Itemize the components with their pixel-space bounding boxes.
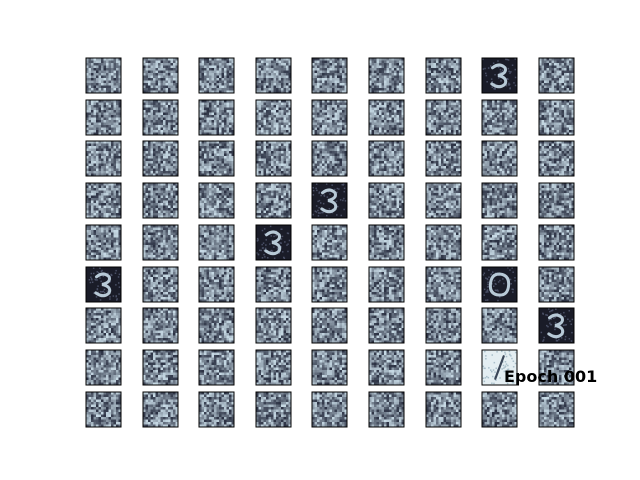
sample-cell: [425, 391, 462, 428]
sample-cell: [311, 182, 348, 219]
sample-cell: [142, 349, 179, 386]
sample-cell: [85, 99, 122, 136]
sample-cell: [142, 57, 179, 94]
sample-cell: [425, 349, 462, 386]
sample-cell: [198, 224, 235, 261]
sample-cell: [311, 99, 348, 136]
sample-cell: [198, 57, 235, 94]
sample-cell: [538, 57, 575, 94]
sample-cell: [538, 349, 575, 386]
sample-cell: [368, 99, 405, 136]
digit-stroke: [264, 230, 282, 256]
sample-cell: [311, 57, 348, 94]
sample-cell: [425, 224, 462, 261]
sample-cell: [481, 349, 518, 386]
sample-cell: [368, 307, 405, 344]
sample-cell: [198, 391, 235, 428]
sample-cell: [255, 99, 292, 136]
digit-stroke: [490, 63, 508, 89]
sample-cell: [425, 182, 462, 219]
sample-cell: [311, 307, 348, 344]
sample-cell: [85, 57, 122, 94]
digit-stroke: [488, 272, 511, 297]
epoch-label: Epoch 001: [504, 367, 598, 386]
sample-cell: [481, 140, 518, 177]
sample-cell: [255, 140, 292, 177]
sample-cell: [255, 266, 292, 303]
sample-cell: [368, 349, 405, 386]
sample-cell: [481, 57, 518, 94]
digit-stroke: [494, 355, 505, 380]
sample-cell: [481, 182, 518, 219]
sample-cell: [255, 182, 292, 219]
sample-cell: [368, 224, 405, 261]
sample-cell: [538, 266, 575, 303]
digit-stroke: [320, 188, 338, 214]
sample-cell: [142, 224, 179, 261]
sample-cell: [425, 57, 462, 94]
sample-cell: [425, 307, 462, 344]
sample-cell: [85, 307, 122, 344]
sample-cell: [255, 391, 292, 428]
sample-cell: [368, 140, 405, 177]
sample-cell: [255, 57, 292, 94]
sample-cell: [198, 266, 235, 303]
sample-cell: [311, 266, 348, 303]
sample-cell: [142, 99, 179, 136]
sample-cell: [142, 140, 179, 177]
sample-cell: [142, 307, 179, 344]
digit-stroke: [547, 313, 565, 339]
sample-cell: [538, 224, 575, 261]
sample-cell: [481, 224, 518, 261]
sample-cell: [198, 349, 235, 386]
sample-cell: [85, 140, 122, 177]
sample-cell: [538, 182, 575, 219]
sample-cell: [425, 99, 462, 136]
sample-cell: [255, 307, 292, 344]
sample-cell: [85, 182, 122, 219]
sample-cell: [311, 224, 348, 261]
sample-cell: [85, 266, 122, 303]
sample-cell: [538, 99, 575, 136]
sample-cell: [311, 140, 348, 177]
sample-cell: [481, 391, 518, 428]
sample-cell: [198, 182, 235, 219]
sample-cell: [311, 349, 348, 386]
sample-cell: [311, 391, 348, 428]
sample-cell: [538, 140, 575, 177]
sample-cell: [198, 140, 235, 177]
sample-cell: [255, 224, 292, 261]
sample-cell: [85, 391, 122, 428]
sample-cell: [425, 140, 462, 177]
sample-cell: [481, 99, 518, 136]
sample-cell: [368, 391, 405, 428]
sample-cell: [538, 391, 575, 428]
sample-cell: [481, 307, 518, 344]
sample-cell: [142, 182, 179, 219]
sample-cell: [142, 266, 179, 303]
sample-cell: [481, 266, 518, 303]
sample-cell: [142, 391, 179, 428]
sample-cell: [425, 266, 462, 303]
sample-cell: [85, 349, 122, 386]
digit-stroke: [94, 272, 112, 298]
sample-cell: [255, 349, 292, 386]
sample-cell: [538, 307, 575, 344]
sample-cell: [85, 224, 122, 261]
sample-cell: [368, 266, 405, 303]
sample-cell: [198, 99, 235, 136]
sample-cell: [368, 182, 405, 219]
sample-cell: [368, 57, 405, 94]
sample-cell: [198, 307, 235, 344]
